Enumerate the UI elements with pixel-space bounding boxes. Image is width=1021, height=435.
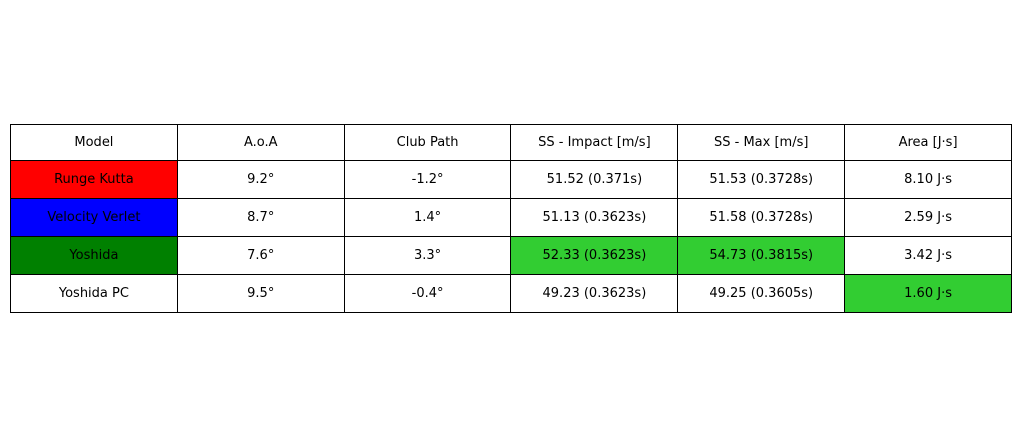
results-table: Model A.o.A Club Path SS - Impact [m/s] SS -… xyxy=(10,124,1012,313)
column-header: A.o.A xyxy=(176,124,345,161)
table-cell: 1.4° xyxy=(343,198,512,237)
table-cell: 51.58 (0.3728s) xyxy=(677,198,846,237)
table-row: Runge Kutta 9.2° -1.2° 51.52 (0.371s) 51.53 … xyxy=(10,160,1012,199)
table-cell: 3.42 J·s xyxy=(844,236,1012,275)
table-cell: 49.23 (0.3623s) xyxy=(510,274,679,313)
table-cell: 51.53 (0.3728s) xyxy=(677,160,846,199)
table-cell: 49.25 (0.3605s) xyxy=(677,274,846,313)
model-name-cell: Velocity Verlet xyxy=(10,198,178,237)
table-cell: 1.60 J·s xyxy=(844,274,1012,313)
table-cell: 8.7° xyxy=(176,198,345,237)
model-name-cell: Runge Kutta xyxy=(10,160,178,199)
table-cell: 52.33 (0.3623s) xyxy=(510,236,679,275)
table-cell: -1.2° xyxy=(343,160,512,199)
table-cell: 51.52 (0.371s) xyxy=(510,160,679,199)
model-name-cell: Yoshida PC xyxy=(10,274,178,313)
table-cell: 51.13 (0.3623s) xyxy=(510,198,679,237)
table-cell: 2.59 J·s xyxy=(844,198,1012,237)
column-header: SS - Max [m/s] xyxy=(677,124,846,161)
column-header: Club Path xyxy=(343,124,512,161)
column-header: Area [J·s] xyxy=(844,124,1012,161)
table-row: Yoshida 7.6° 3.3° 52.33 (0.3623s) 54.73 (0.3… xyxy=(10,236,1012,275)
table-row: Velocity Verlet 8.7° 1.4° 51.13 (0.3623s) 51… xyxy=(10,198,1012,237)
table-cell: 9.2° xyxy=(176,160,345,199)
results-table-body: Model A.o.A Club Path SS - Impact [m/s] SS -… xyxy=(10,124,1012,313)
model-name-cell: Yoshida xyxy=(10,236,178,275)
table-cell: 8.10 J·s xyxy=(844,160,1012,199)
table-row: Yoshida PC 9.5° -0.4° 49.23 (0.3623s) 49.25 … xyxy=(10,274,1012,313)
table-header-row: Model A.o.A Club Path SS - Impact [m/s] SS -… xyxy=(10,124,1012,161)
table-cell: 9.5° xyxy=(176,274,345,313)
column-header: SS - Impact [m/s] xyxy=(510,124,679,161)
table-cell: 7.6° xyxy=(176,236,345,275)
table-cell: 3.3° xyxy=(343,236,512,275)
column-header: Model xyxy=(10,124,178,161)
table-cell: 54.73 (0.3815s) xyxy=(677,236,846,275)
table-cell: -0.4° xyxy=(343,274,512,313)
